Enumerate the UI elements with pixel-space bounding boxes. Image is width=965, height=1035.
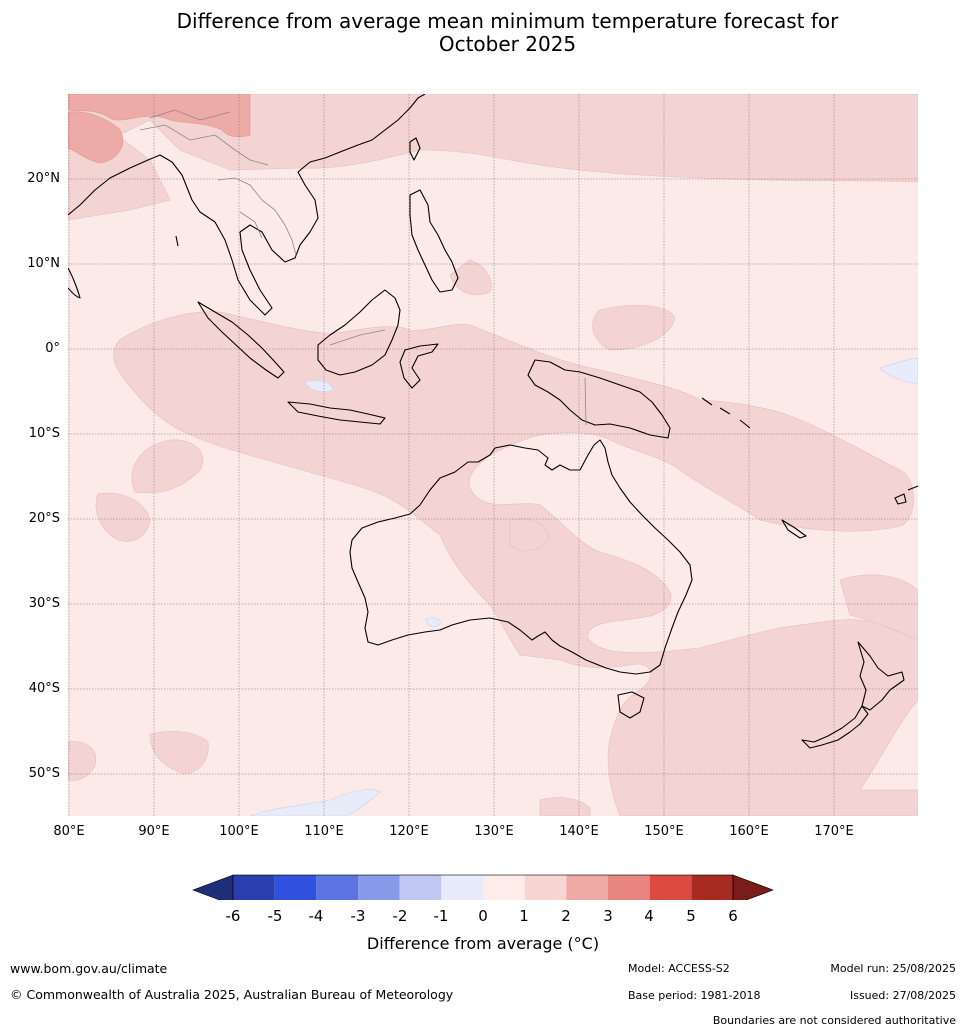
disclaimer-text: Boundaries are not considered authoritat…: [712, 1014, 956, 1027]
tasmania-coastline: [617, 691, 645, 719]
colorbar-tick: -2: [392, 907, 408, 925]
colorbar-segment: [316, 875, 358, 900]
website-link[interactable]: www.bom.gov.au/climate: [10, 961, 168, 976]
colorbar-tick: -5: [267, 907, 283, 925]
philippines-coastline: [409, 189, 459, 293]
colorbar-tick: -4: [308, 907, 324, 925]
title-line-1: Difference from average mean minimum tem…: [176, 9, 839, 33]
colorbar-tick: 2: [561, 907, 571, 925]
colorbar-tick: -3: [350, 907, 366, 925]
colorbar-segment: [274, 875, 317, 900]
lat-label: 50°S: [28, 766, 60, 781]
colorbar-tick: 1: [519, 907, 529, 925]
anomaly-1-to-2-regions: [68, 94, 918, 816]
colorbar-segment: [691, 875, 733, 900]
colorbar-segment: [399, 875, 442, 900]
colorbar-segment: [233, 875, 275, 900]
base-period: Base period: 1981-2018: [628, 989, 761, 1002]
java-coastline: [287, 401, 386, 425]
borneo-coastline: [317, 289, 401, 376]
colorbar-tick: 0: [478, 907, 488, 925]
lon-label: 120°E: [389, 824, 429, 839]
colorbar-segment: [358, 875, 400, 900]
india-tip-coastline: [68, 267, 81, 299]
lon-label: 90°E: [138, 824, 170, 839]
lon-label: 130°E: [474, 824, 514, 839]
colorbar-segment: [483, 875, 525, 900]
title-line-2: October 2025: [438, 32, 577, 56]
copyright-text: © Commonwealth of Australia 2025, Austra…: [10, 987, 454, 1002]
model-run-date: Model run: 25/08/2025: [830, 962, 956, 975]
lon-label: 80°E: [53, 824, 85, 839]
colorbar-label: Difference from average (°C): [366, 934, 600, 953]
issued-date: Issued: 27/08/2025: [849, 989, 956, 1002]
lon-label: 160°E: [729, 824, 769, 839]
lon-label: 140°E: [559, 824, 599, 839]
colorbar-tick: 3: [603, 907, 613, 925]
lon-label: 150°E: [644, 824, 684, 839]
colorbar-segment: [608, 875, 650, 900]
country-borders: [139, 109, 587, 426]
sulawesi-coastline: [399, 343, 439, 389]
lon-label: 110°E: [304, 824, 344, 839]
new-zealand-north-coastline: [857, 641, 905, 711]
lat-label: 0°: [45, 341, 60, 356]
lat-label: 20°N: [27, 171, 60, 186]
colorbar-over-arrow: [732, 874, 774, 900]
taiwan-coastline: [409, 137, 421, 161]
andaman-islands: [175, 235, 179, 247]
australia-coastline: [349, 439, 693, 675]
asia-mainland-coastline: [68, 94, 426, 316]
colorbar-tick: 5: [686, 907, 696, 925]
colorbar-segment: [441, 875, 483, 900]
lat-label: 10°N: [27, 256, 60, 271]
lat-label: 30°S: [28, 596, 60, 611]
lon-label: 170°E: [814, 824, 854, 839]
colorbar-segment: [649, 875, 692, 900]
anomaly-minus-1-to-0-regions: [249, 357, 918, 816]
new-guinea-coastline: [527, 359, 671, 439]
lat-label: 20°S: [28, 511, 60, 526]
colorbar-frame: [232, 874, 734, 900]
lat-label: 40°S: [28, 681, 60, 696]
colorbar-tick: 4: [644, 907, 654, 925]
colorbar: [192, 874, 774, 900]
colorbar-tick: 6: [728, 907, 738, 925]
colorbar-segment: [566, 875, 608, 900]
colorbar-tick: -6: [225, 907, 241, 925]
new-caledonia: [781, 519, 807, 539]
coastlines: [68, 94, 918, 749]
lat-label: 10°S: [28, 426, 60, 441]
fiji: [894, 485, 918, 505]
solomon-islands: [701, 397, 751, 429]
model-name: Model: ACCESS-S2: [628, 962, 730, 975]
lon-label: 100°E: [219, 824, 259, 839]
colorbar-under-arrow: [192, 874, 234, 900]
sumatra-coastline: [197, 301, 285, 379]
colorbar-tick: -1: [433, 907, 449, 925]
anomaly-map: [68, 94, 918, 900]
new-zealand-south-coastline: [801, 705, 869, 749]
colorbar-segment: [524, 875, 567, 900]
map-title: Difference from average mean minimum tem…: [0, 10, 965, 56]
graticule: [68, 94, 918, 816]
